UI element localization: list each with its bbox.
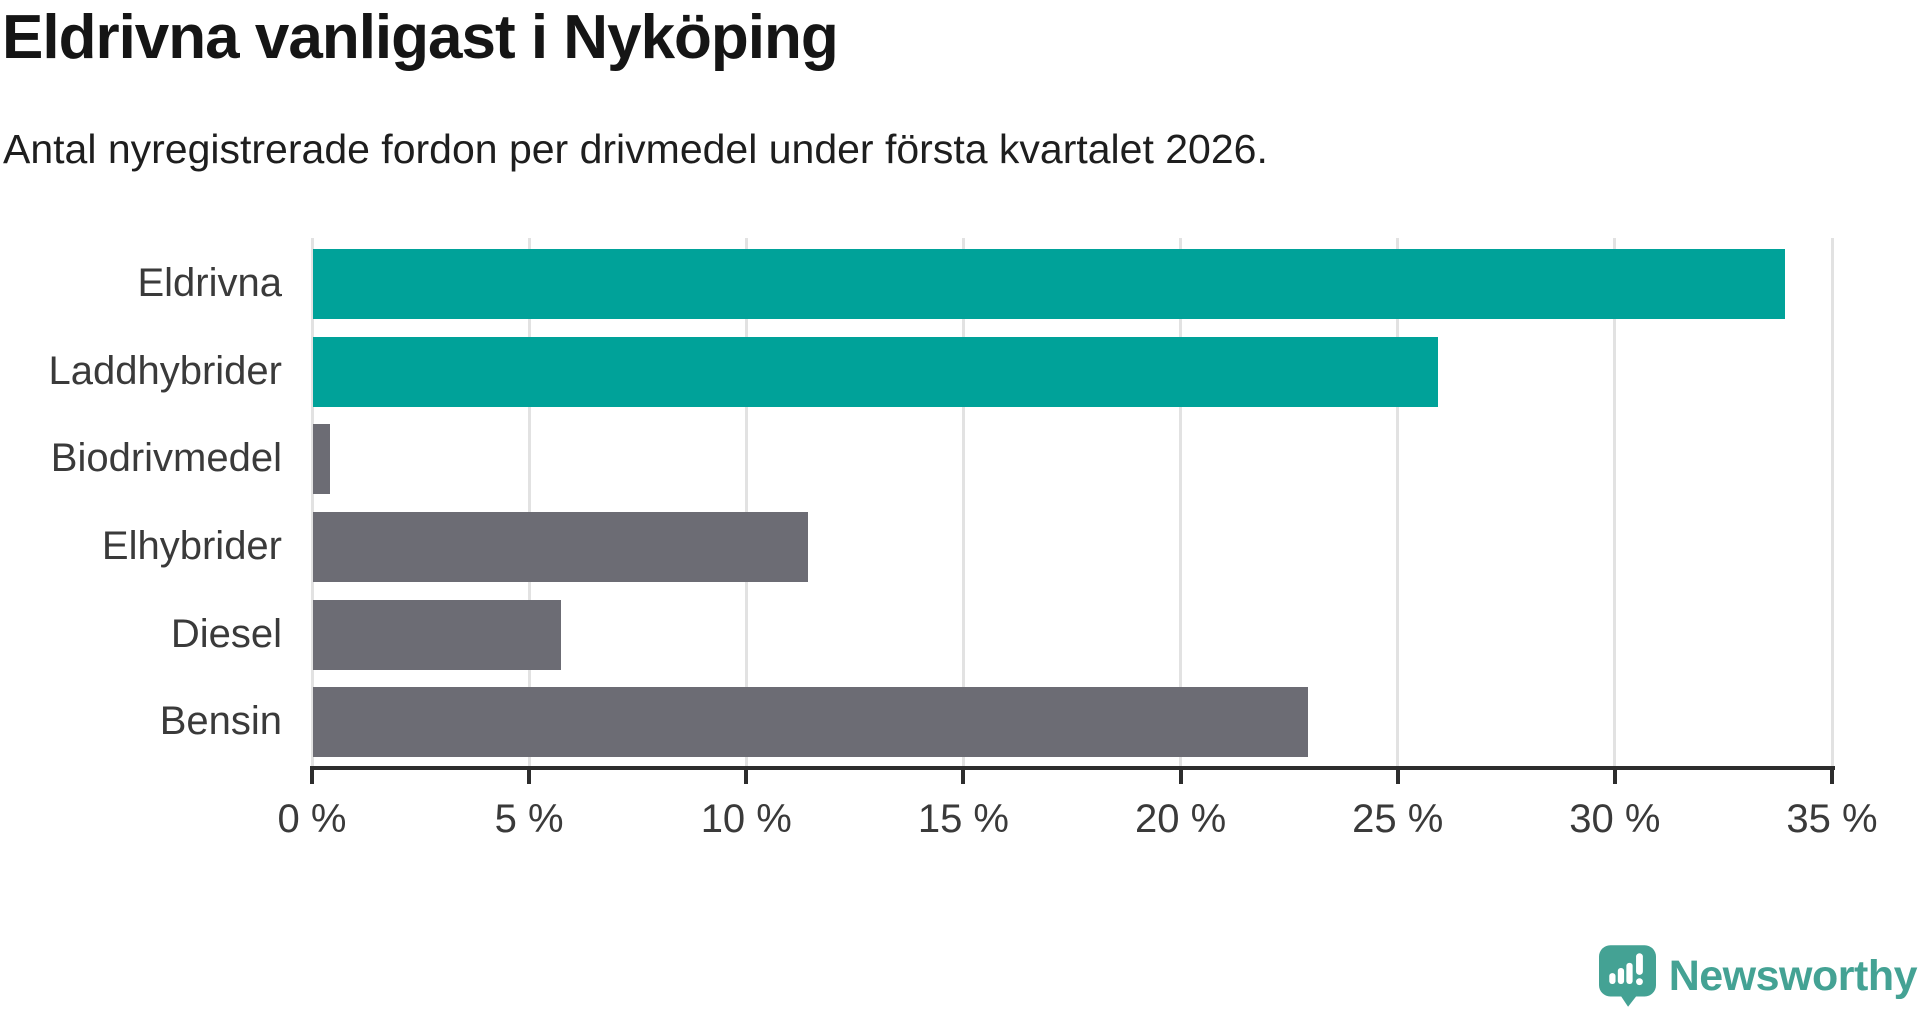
bar-diesel xyxy=(313,599,561,670)
tick-label-5: 5 % xyxy=(494,797,564,841)
y-label-eldrivna: Eldrivna xyxy=(137,260,282,305)
y-label-elhybrider: Elhybrider xyxy=(101,523,282,568)
gridline-10 xyxy=(744,238,748,766)
gridline-5 xyxy=(527,238,531,766)
gridline-35 xyxy=(1830,238,1834,766)
tick-10 xyxy=(744,770,749,784)
tick-label-20: 20 % xyxy=(1134,797,1227,841)
bar-biodrivmedel xyxy=(313,424,331,495)
bar-elhybrider xyxy=(313,511,809,582)
x-axis-line xyxy=(310,766,1835,770)
tick-15 xyxy=(961,770,966,784)
tick-label-30: 30 % xyxy=(1569,797,1661,841)
bar-laddhybrider xyxy=(313,336,1438,407)
newsworthy-logo-icon xyxy=(1598,945,1656,1007)
newsworthy-wordmark: Newsworthy xyxy=(1668,951,1918,1000)
tick-35 xyxy=(1830,770,1834,784)
tick-label-10: 10 % xyxy=(700,797,792,841)
tick-25 xyxy=(1395,770,1400,784)
y-label-bensin: Bensin xyxy=(159,699,282,744)
tick-30 xyxy=(1612,770,1617,784)
bar-eldrivna xyxy=(313,248,1786,319)
gridline-15 xyxy=(961,238,965,766)
y-label-diesel: Diesel xyxy=(170,611,282,656)
gridline-0 xyxy=(310,238,314,766)
chart-subtitle: Antal nyregistrerade fordon per drivmede… xyxy=(3,126,1268,172)
tick-label-25: 25 % xyxy=(1352,797,1444,841)
tick-5 xyxy=(527,770,532,784)
gridline-25 xyxy=(1396,238,1400,766)
gridline-20 xyxy=(1179,238,1183,766)
chart-title: Eldrivna vanligast i Nyköping xyxy=(2,3,839,72)
y-axis-labels: Eldrivna Laddhybrider Biodrivmedel Elhybrid… xyxy=(0,240,283,766)
y-label-biodrivmedel: Biodrivmedel xyxy=(50,436,282,481)
tick-0 xyxy=(310,770,314,784)
newsworthy-brand: Newsworthy xyxy=(1598,945,1918,1007)
tick-label-15: 15 % xyxy=(917,797,1009,841)
tick-label-35: 35 % xyxy=(1786,797,1878,841)
tick-20 xyxy=(1178,770,1183,784)
plot-area xyxy=(310,238,1834,766)
tick-label-0: 0 % xyxy=(277,797,347,841)
bar-bensin xyxy=(313,687,1308,758)
y-label-laddhybrider: Laddhybrider xyxy=(48,348,283,393)
gridline-30 xyxy=(1613,238,1617,766)
